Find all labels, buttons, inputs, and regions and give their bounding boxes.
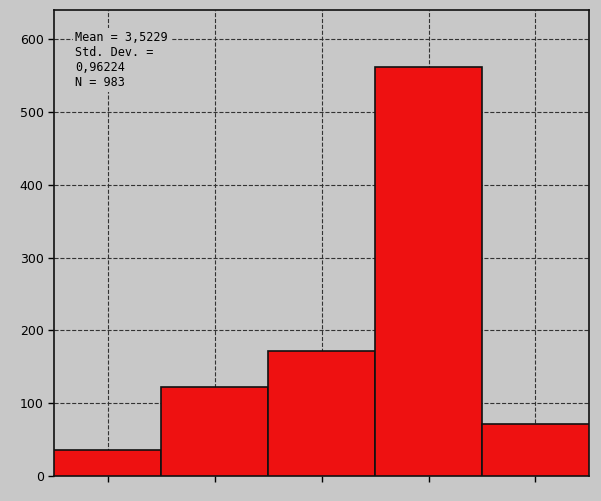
Bar	[375, 67, 482, 476]
Text: Mean = 3,5229
Std. Dev. =
0,96224
N = 983: Mean = 3,5229 Std. Dev. = 0,96224 N = 98…	[76, 31, 168, 89]
Bar	[268, 351, 375, 476]
Bar	[54, 450, 161, 476]
Bar	[161, 387, 268, 476]
Bar	[482, 423, 589, 476]
